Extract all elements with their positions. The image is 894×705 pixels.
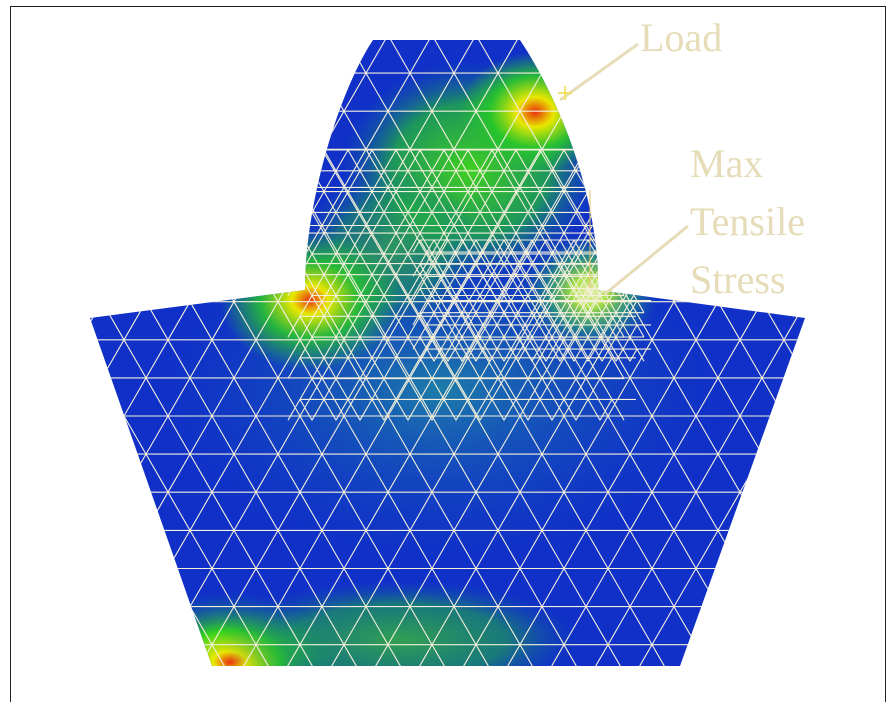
max-stress-label-line3: Stress	[690, 257, 786, 302]
max-stress-label-line1: Max	[690, 141, 764, 186]
stress-field	[90, 40, 805, 666]
figure-frame	[10, 6, 886, 702]
load-marker-icon: +	[556, 81, 574, 106]
load-label: Load	[640, 15, 723, 60]
load-leader-line	[559, 42, 639, 102]
max-stress-label-line2: Tensile	[690, 199, 805, 244]
stress-leader-line	[604, 224, 689, 296]
